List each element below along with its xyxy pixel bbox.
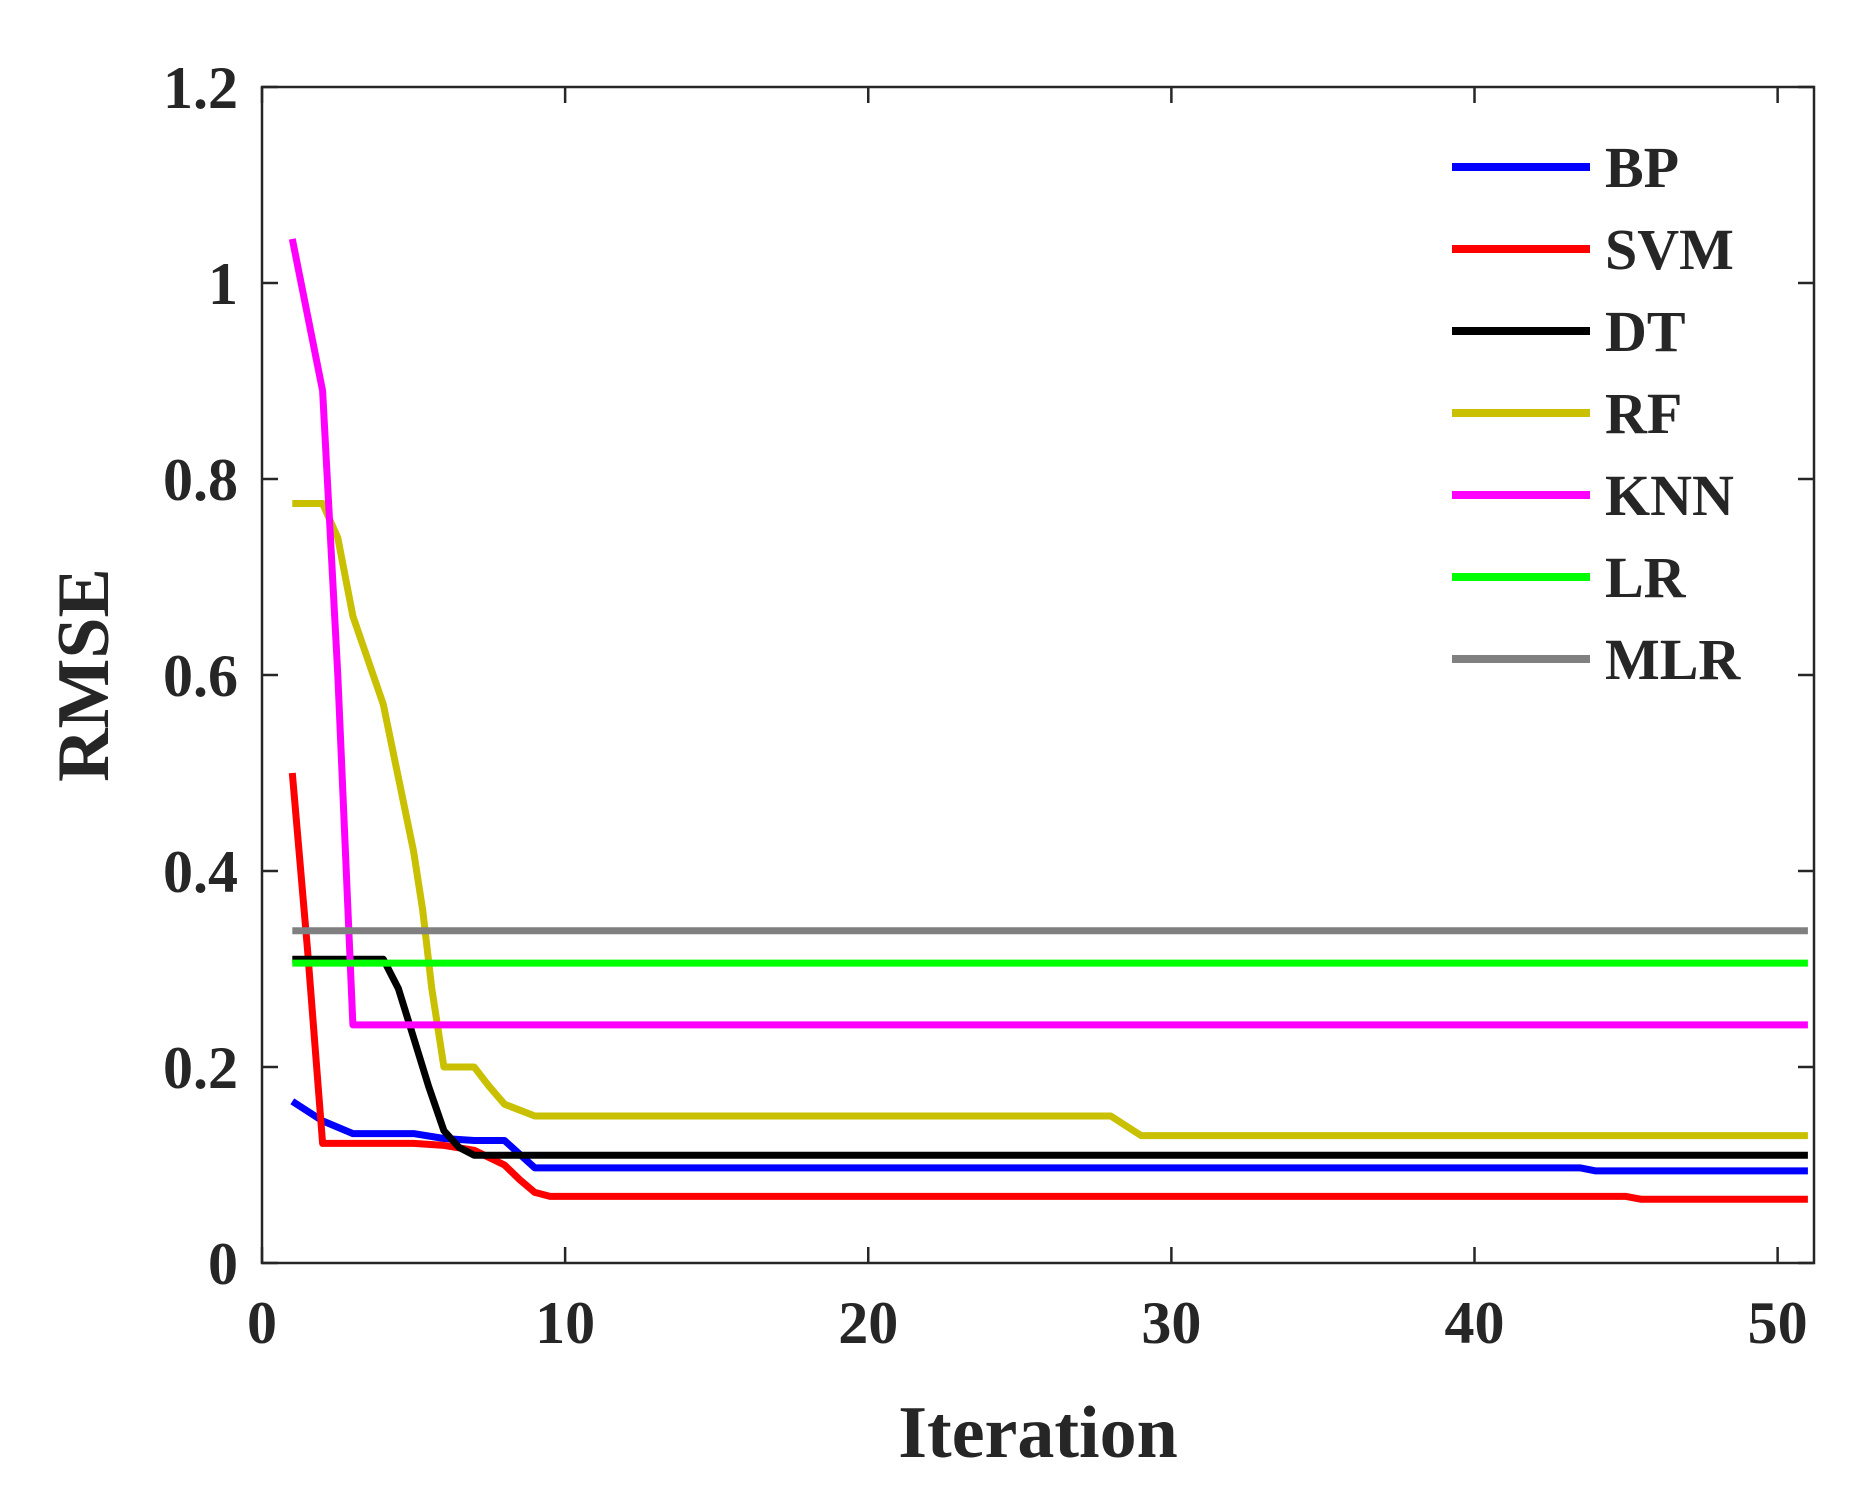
legend-label-mlr: MLR <box>1605 627 1741 692</box>
plot-frame <box>260 85 1816 1265</box>
legend: BP SVM DT RF KNN LR MLR <box>1452 135 1741 692</box>
x-tick-label: 50 <box>1748 1290 1808 1356</box>
y-axis-title: RMSE <box>43 568 125 782</box>
series-line-dt <box>292 955 1808 1159</box>
y-tick-label: 1 <box>208 251 238 317</box>
legend-label-knn: KNN <box>1605 463 1734 528</box>
series-line-svm <box>288 772 1808 1203</box>
series-line-knn <box>288 238 1808 1029</box>
x-axis-title: Iteration <box>898 1392 1178 1474</box>
y-tick-label: 0 <box>208 1231 238 1297</box>
legend-label-svm: SVM <box>1605 217 1734 282</box>
y-tick-label: 0.2 <box>163 1035 238 1101</box>
y-tick-label: 0.4 <box>163 839 238 905</box>
axis-ticks: 0 10 20 30 40 50 0 0.2 0.4 0.6 0.8 1 1.2 <box>163 55 1814 1356</box>
legend-label-lr: LR <box>1605 545 1687 610</box>
x-tick-label: 20 <box>838 1290 898 1356</box>
x-tick-label: 0 <box>247 1290 277 1356</box>
y-tick-label: 0.8 <box>163 447 238 513</box>
x-tick-label: 40 <box>1445 1290 1505 1356</box>
x-tick-label: 30 <box>1141 1290 1201 1356</box>
legend-label-dt: DT <box>1605 299 1686 364</box>
legend-label-bp: BP <box>1605 135 1679 200</box>
legend-label-rf: RF <box>1605 381 1682 446</box>
y-tick-label: 0.6 <box>163 643 238 709</box>
series-lines <box>288 238 1808 1203</box>
y-tick-label: 1.2 <box>163 55 238 121</box>
series-line-rf <box>292 500 1808 1140</box>
x-tick-label: 10 <box>535 1290 595 1356</box>
